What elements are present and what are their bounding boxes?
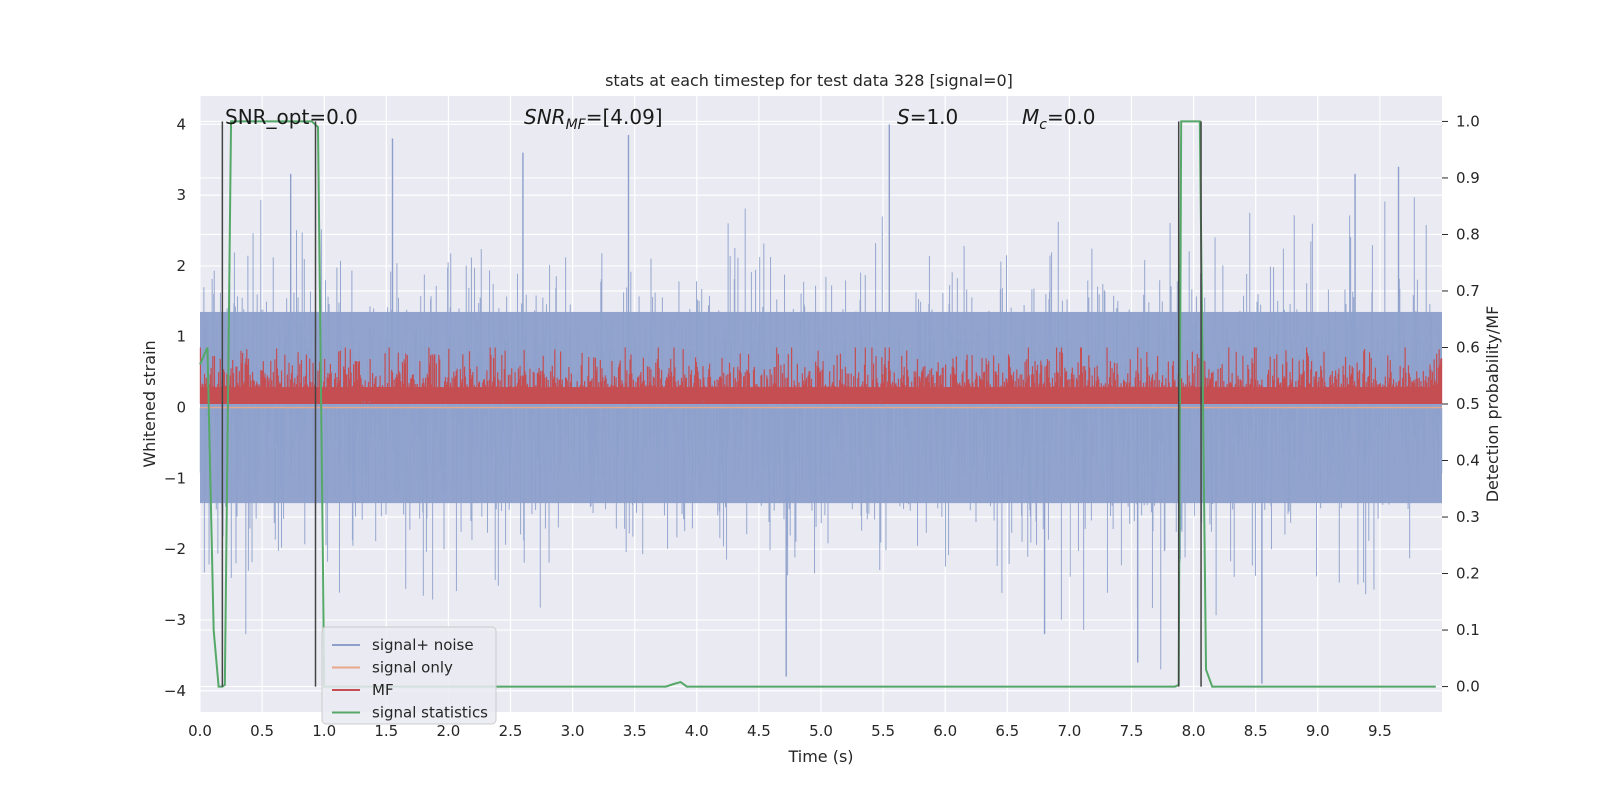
y2-tick-label: 0.0 xyxy=(1456,678,1480,696)
y2-tick-label: 0.9 xyxy=(1456,169,1480,187)
x-tick-label: 1.0 xyxy=(312,722,336,740)
signal-noise-extremes xyxy=(289,124,1400,684)
x-tick-label: 2.5 xyxy=(499,722,523,740)
legend-item: signal statistics xyxy=(332,704,488,722)
legend-label: signal statistics xyxy=(372,704,488,722)
y-tick-label: −1 xyxy=(164,469,186,487)
annotation-snr-mf: SNRMF=[4.09] xyxy=(524,105,663,133)
vertical-markers xyxy=(221,121,1202,687)
x-tick-label: 3.0 xyxy=(561,722,585,740)
x-tick-label: 9.5 xyxy=(1368,722,1392,740)
y-tick-label: −2 xyxy=(164,540,186,558)
legend-label: signal only xyxy=(372,659,453,677)
y2-tick-label: 0.7 xyxy=(1456,282,1480,300)
y-tick-label: 3 xyxy=(176,186,186,204)
y2-tick-label: 0.1 xyxy=(1456,621,1480,639)
x-tick-label: 7.0 xyxy=(1057,722,1081,740)
x-tick-label: 8.5 xyxy=(1244,722,1268,740)
legend-box xyxy=(321,626,497,725)
y2-axis-ticks: 0.0 0.1 0.2 0.3 0.4 0.5 0.6 0.7 0.8 0.9 1.0 xyxy=(1442,112,1480,696)
x-tick-label: 8.0 xyxy=(1182,722,1206,740)
y2-tick-label: 0.8 xyxy=(1456,225,1480,243)
legend-item: signal+ noise xyxy=(332,636,474,654)
mf-series xyxy=(199,347,1443,404)
x-tick-label: 6.0 xyxy=(933,722,957,740)
chart-title: stats at each timestep for test data 328… xyxy=(605,71,1013,90)
y2-tick-label: 0.3 xyxy=(1456,508,1480,526)
annotation-mc-value: Mc=0.0 xyxy=(1022,105,1096,133)
x-tick-label: 9.0 xyxy=(1306,722,1330,740)
x-tick-label: 3.5 xyxy=(623,722,647,740)
x-axis-ticks: 0.0 0.5 1.0 1.5 2.0 2.5 3.0 3.5 4.0 4.5 5.0 5.5 6.0 6… xyxy=(188,722,1392,740)
x-tick-label: 4.0 xyxy=(685,722,709,740)
x-tick-label: 0.5 xyxy=(250,722,274,740)
y2-tick-label: 0.4 xyxy=(1456,452,1480,470)
x-tick-label: 5.5 xyxy=(871,722,895,740)
x-tick-label: 2.0 xyxy=(436,722,460,740)
y-axis-ticks: −4 −3 −2 −1 0 1 2 3 4 xyxy=(164,115,186,699)
x-tick-label: 5.0 xyxy=(809,722,833,740)
x-tick-label: 4.5 xyxy=(747,722,771,740)
x-tick-label: 7.5 xyxy=(1120,722,1144,740)
y2-tick-label: 0.6 xyxy=(1456,338,1480,356)
legend-label: signal+ noise xyxy=(372,636,474,654)
legend: signal+ noise signal only MF signal statist… xyxy=(321,626,497,725)
y2-tick-label: 0.5 xyxy=(1456,395,1480,413)
y-tick-label: −3 xyxy=(164,611,186,629)
y-tick-label: 2 xyxy=(176,257,186,275)
y-tick-label: 4 xyxy=(176,115,186,133)
y-tick-label: 1 xyxy=(176,328,186,346)
legend-item: MF xyxy=(332,681,394,699)
y-tick-label: −4 xyxy=(164,682,186,700)
x-tick-label: 6.5 xyxy=(995,722,1019,740)
y2-tick-label: 0.2 xyxy=(1456,565,1480,583)
annotation-s-value: S=1.0 xyxy=(897,105,958,129)
annotation-snr-opt: SNR_opt=0.0 xyxy=(225,105,358,129)
x-tick-label: 1.5 xyxy=(374,722,398,740)
y2-axis-label: Detection probability/MF xyxy=(1483,306,1502,503)
legend-label: MF xyxy=(372,681,394,699)
legend-item: signal only xyxy=(332,659,453,677)
x-axis-label: Time (s) xyxy=(787,747,853,766)
y2-tick-label: 1.0 xyxy=(1456,112,1480,130)
mf-body xyxy=(200,387,1442,402)
y-axis-label: Whitened strain xyxy=(140,340,159,467)
y-tick-label: 0 xyxy=(176,399,186,417)
x-tick-label: 0.0 xyxy=(188,722,212,740)
